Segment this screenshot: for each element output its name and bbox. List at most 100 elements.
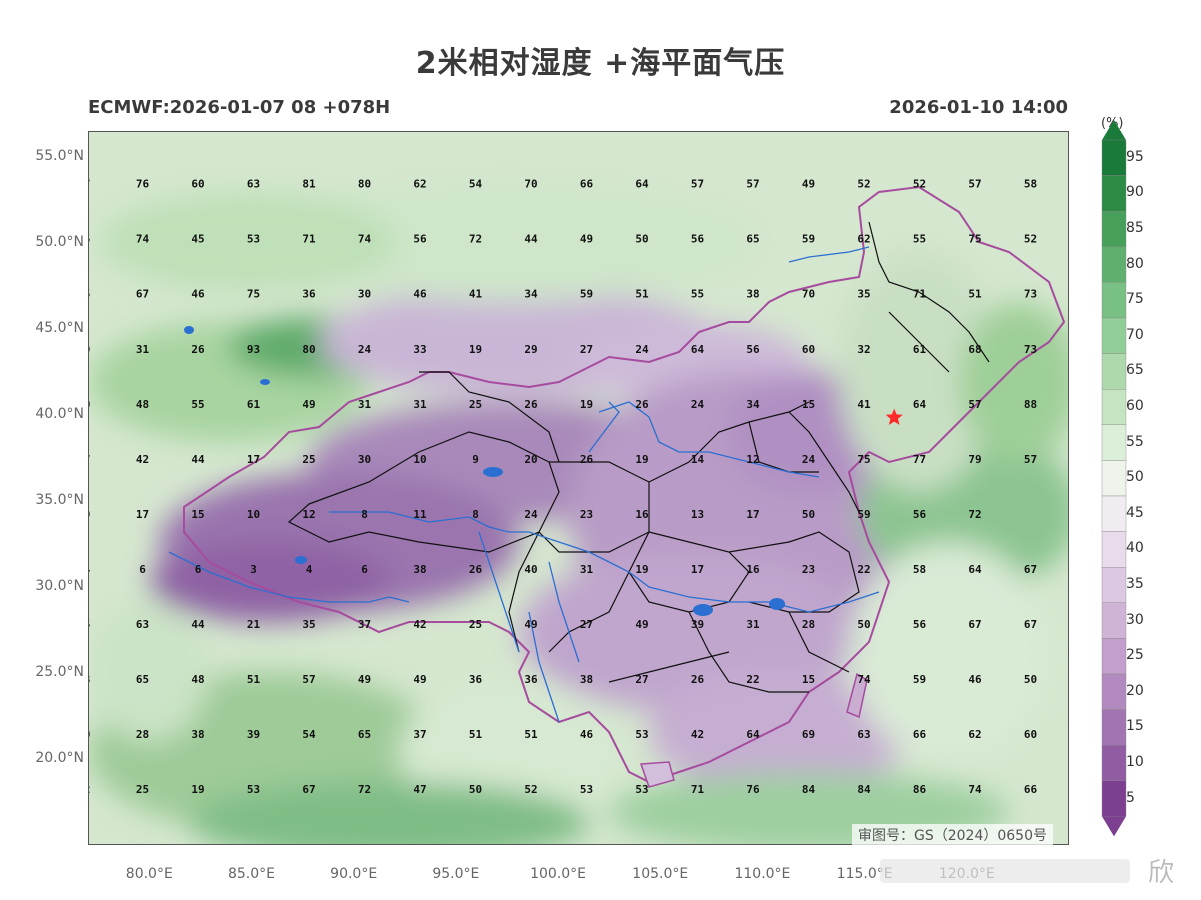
humidity-value: 31: [746, 618, 760, 631]
humidity-value: 73: [1024, 288, 1037, 301]
beijing-star-marker: [885, 408, 903, 425]
lat-tick-label: 40.0°N: [35, 405, 84, 422]
humidity-value: 35: [857, 288, 870, 301]
colorbar-segment: [1101, 424, 1127, 461]
colorbar-tick-label: 60: [1126, 398, 1144, 414]
colorbar-segment: [1101, 709, 1127, 746]
humidity-value: 27: [635, 673, 648, 686]
humidity-value: 86: [913, 783, 927, 796]
lat-tick-label: 50.0°N: [35, 233, 84, 250]
humidity-value: 71: [691, 783, 705, 796]
humidity-value: 75: [247, 288, 260, 301]
humidity-value: 16: [746, 563, 760, 576]
humidity-value: 50: [802, 508, 815, 521]
humidity-value: 17: [247, 453, 260, 466]
humidity-value: 67: [302, 783, 315, 796]
humidity-value: 34: [524, 288, 538, 301]
lat-tick-label: 35.0°N: [35, 491, 84, 508]
humidity-value: 72: [968, 508, 981, 521]
humidity-value: 4: [89, 563, 91, 576]
humidity-value: 12: [746, 453, 759, 466]
humidity-value: 17: [136, 508, 149, 521]
colorbar-segment: [1101, 460, 1127, 497]
humidity-value: 73: [1024, 343, 1037, 356]
humidity-value: 49: [580, 233, 593, 246]
humidity-value: 8: [361, 508, 368, 521]
humidity-value: 53: [247, 783, 260, 796]
humidity-value: 65: [136, 673, 149, 686]
humidity-value: 67: [1024, 563, 1037, 576]
humidity-value: 26: [691, 673, 705, 686]
humidity-value: 17: [691, 563, 704, 576]
humidity-value: 40: [524, 563, 537, 576]
humidity-value: 38: [191, 728, 204, 741]
humidity-value: 26: [191, 343, 205, 356]
humidity-value: 28: [802, 618, 815, 631]
humidity-value: 52: [1024, 233, 1037, 246]
humidity-value: 39: [691, 618, 704, 631]
humidity-value: 57: [968, 398, 981, 411]
humidity-value: 47: [413, 783, 426, 796]
humidity-value: 39: [247, 728, 260, 741]
humidity-value: 64: [968, 563, 982, 576]
humidity-value: 84: [857, 783, 871, 796]
humidity-value: 26: [524, 398, 538, 411]
humidity-value: 59: [913, 673, 926, 686]
humidity-value: 57: [746, 178, 759, 191]
country-border: [183, 185, 1066, 784]
humidity-value: 19: [580, 398, 593, 411]
humidity-value: 49: [635, 618, 648, 631]
humidity-value: 52: [913, 178, 926, 191]
colorbar-segment: [1101, 282, 1127, 319]
humidity-value: 6: [361, 563, 368, 576]
humidity-value: 42: [413, 618, 426, 631]
colorbar-tick-label: 75: [1126, 291, 1144, 308]
humidity-value: 63: [136, 618, 149, 631]
star-marker: [885, 408, 903, 425]
humidity-value: 62: [413, 178, 426, 191]
humidity-value: 23: [802, 563, 815, 576]
humidity-value: 32: [857, 343, 870, 356]
humidity-value: 84: [802, 783, 816, 796]
humidity-value: 25: [136, 783, 149, 796]
humidity-value: 61: [913, 343, 927, 356]
humidity-value: 8: [472, 508, 479, 521]
humidity-value: 46: [580, 728, 594, 741]
humidity-value: 26: [469, 563, 483, 576]
humidity-map[interactable]: 7766063818062547066645757495252575857445…: [88, 131, 1069, 845]
humidity-value: 44: [191, 618, 205, 631]
humidity-value: 59: [580, 288, 593, 301]
humidity-value: 93: [247, 343, 260, 356]
taiwan-island: [846, 672, 868, 719]
humidity-value: 19: [635, 563, 648, 576]
humidity-value: 16: [635, 508, 649, 521]
humidity-value: 54: [302, 728, 316, 741]
humidity-value: 9: [472, 453, 479, 466]
humidity-value: 66: [1024, 783, 1038, 796]
humidity-value: 46: [191, 288, 205, 301]
humidity-value: 53: [635, 783, 648, 796]
colorbar-segment: [1101, 745, 1127, 782]
humidity-value: 52: [524, 783, 537, 796]
humidity-value: 44: [524, 233, 538, 246]
humidity-value: 38: [746, 288, 759, 301]
humidity-value: 46: [968, 673, 982, 686]
humidity-value: 6: [195, 563, 202, 576]
humidity-value: 31: [580, 563, 594, 576]
colorbar-tick-label: 40: [1126, 540, 1144, 557]
humidity-value: 49: [524, 618, 537, 631]
humidity-value: 23: [580, 508, 593, 521]
humidity-value: 50: [635, 233, 648, 246]
humidity-value: 36: [524, 673, 538, 686]
colorbar-segment: [1101, 353, 1127, 390]
humidity-value: 64: [691, 343, 705, 356]
humidity-value: 48: [191, 673, 204, 686]
humidity-value: 88: [1024, 398, 1037, 411]
humidity-value: 49: [802, 178, 815, 191]
humidity-value: 19: [635, 453, 648, 466]
colorbar-tick-label: 5: [1126, 789, 1135, 806]
humidity-value: 9: [89, 508, 90, 521]
humidity-value: 56: [691, 233, 705, 246]
humidity-value: 24: [691, 398, 705, 411]
humidity-value: 67: [1024, 618, 1037, 631]
